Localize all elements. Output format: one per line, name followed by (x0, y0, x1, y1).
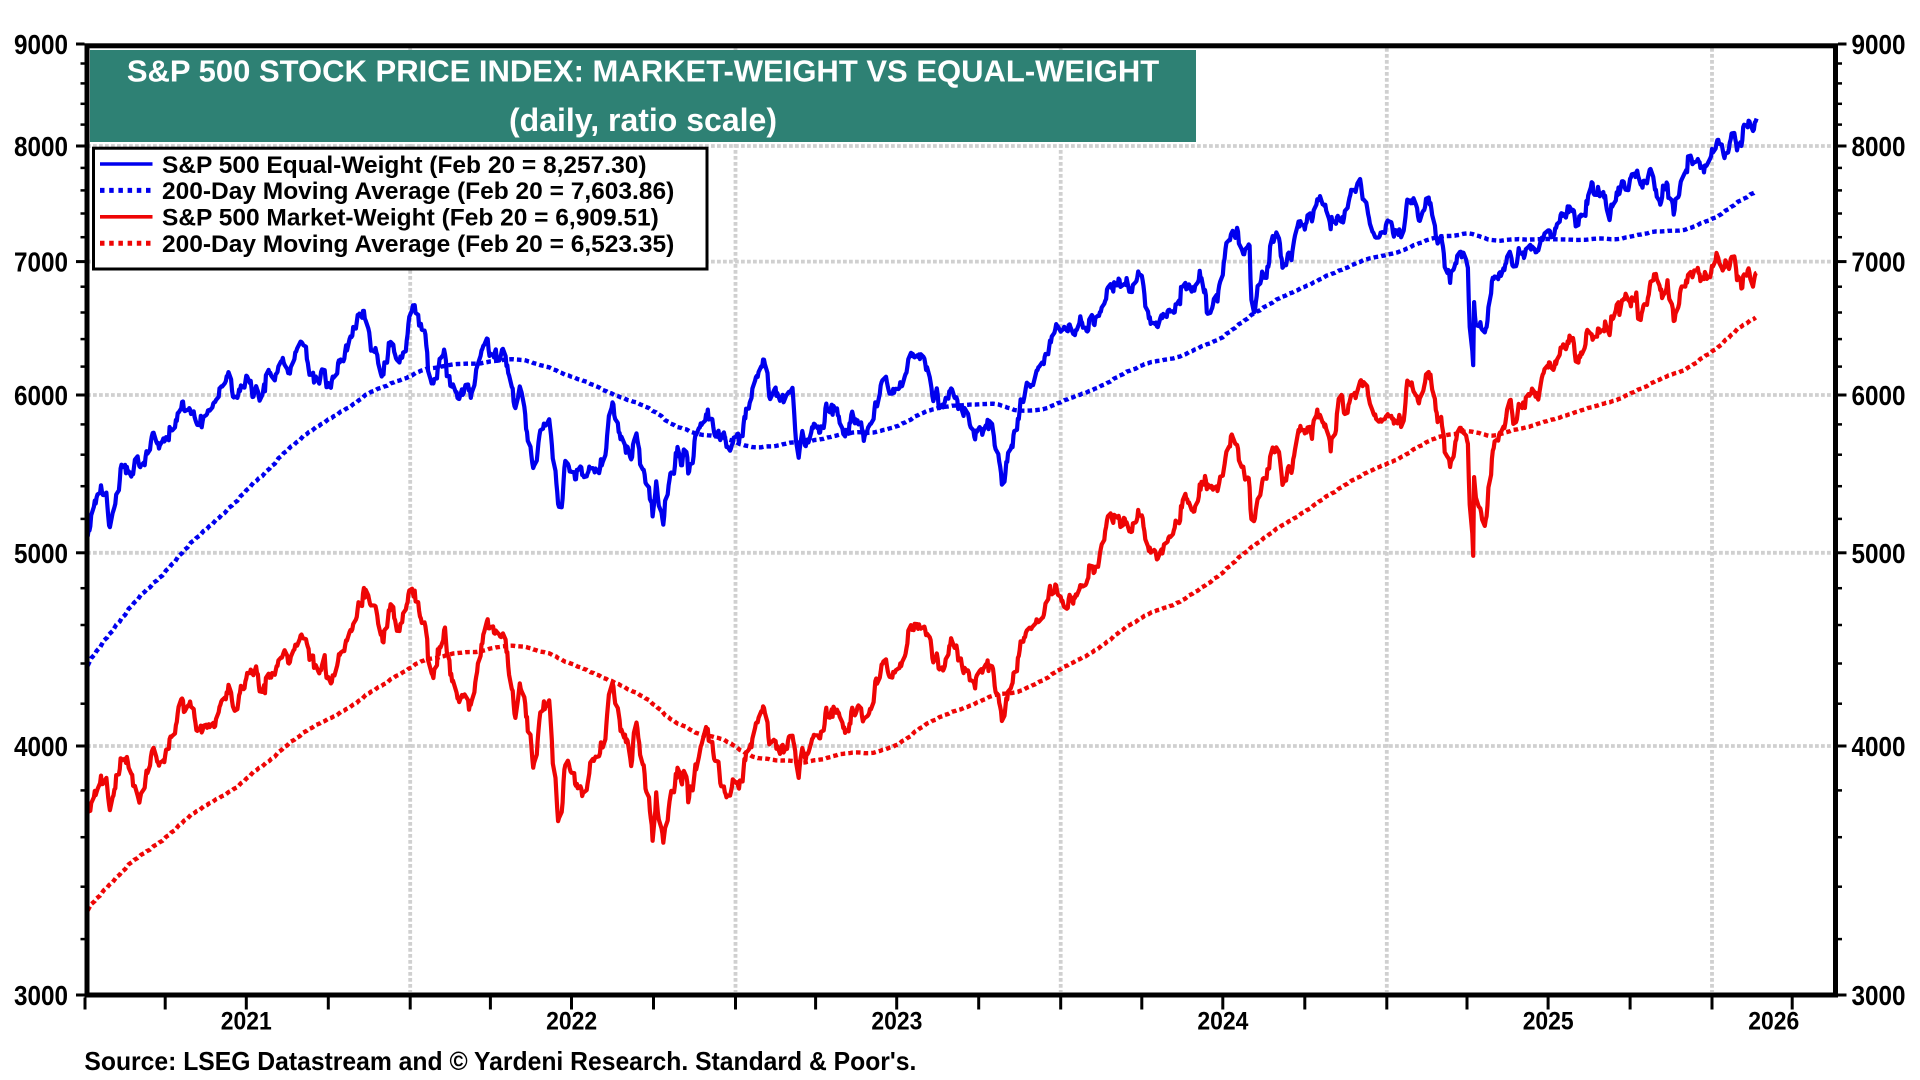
svg-text:6000: 6000 (1852, 380, 1906, 411)
svg-text:9000: 9000 (14, 29, 68, 60)
svg-text:S&P 500 STOCK PRICE INDEX: MAR: S&P 500 STOCK PRICE INDEX: MARKET-WEIGHT… (127, 54, 1159, 89)
svg-text:200-Day Moving Average (Feb 20: 200-Day Moving Average (Feb 20 = 6,523.3… (162, 231, 674, 258)
svg-text:2023: 2023 (871, 1008, 922, 1036)
svg-text:7000: 7000 (14, 247, 68, 278)
svg-text:7000: 7000 (1852, 247, 1906, 278)
svg-text:2022: 2022 (546, 1008, 597, 1036)
svg-text:(daily, ratio scale): (daily, ratio scale) (509, 102, 777, 138)
svg-text:S&P 500 Equal-Weight (Feb 20 =: S&P 500 Equal-Weight (Feb 20 = 8,257.30) (162, 152, 647, 179)
svg-text:8000: 8000 (1852, 131, 1906, 162)
svg-text:2021: 2021 (221, 1008, 272, 1036)
svg-text:Source: LSEG Datastream and ©: Source: LSEG Datastream and © Yardeni Re… (84, 1046, 916, 1076)
svg-text:2025: 2025 (1523, 1008, 1574, 1036)
svg-text:2024: 2024 (1197, 1008, 1248, 1036)
svg-text:6000: 6000 (14, 380, 68, 411)
svg-text:3000: 3000 (14, 980, 68, 1011)
svg-text:5000: 5000 (1852, 538, 1906, 569)
svg-text:4000: 4000 (14, 731, 68, 762)
svg-text:200-Day Moving Average (Feb 20: 200-Day Moving Average (Feb 20 = 7,603.8… (162, 178, 674, 205)
svg-text:5000: 5000 (14, 538, 68, 569)
svg-text:S&P 500 Market-Weight (Feb 20: S&P 500 Market-Weight (Feb 20 = 6,909.51… (162, 205, 659, 232)
svg-text:2026: 2026 (1748, 1008, 1799, 1036)
svg-text:3000: 3000 (1852, 980, 1906, 1011)
svg-text:9000: 9000 (1852, 29, 1906, 60)
svg-text:8000: 8000 (14, 131, 68, 162)
svg-text:4000: 4000 (1852, 731, 1906, 762)
